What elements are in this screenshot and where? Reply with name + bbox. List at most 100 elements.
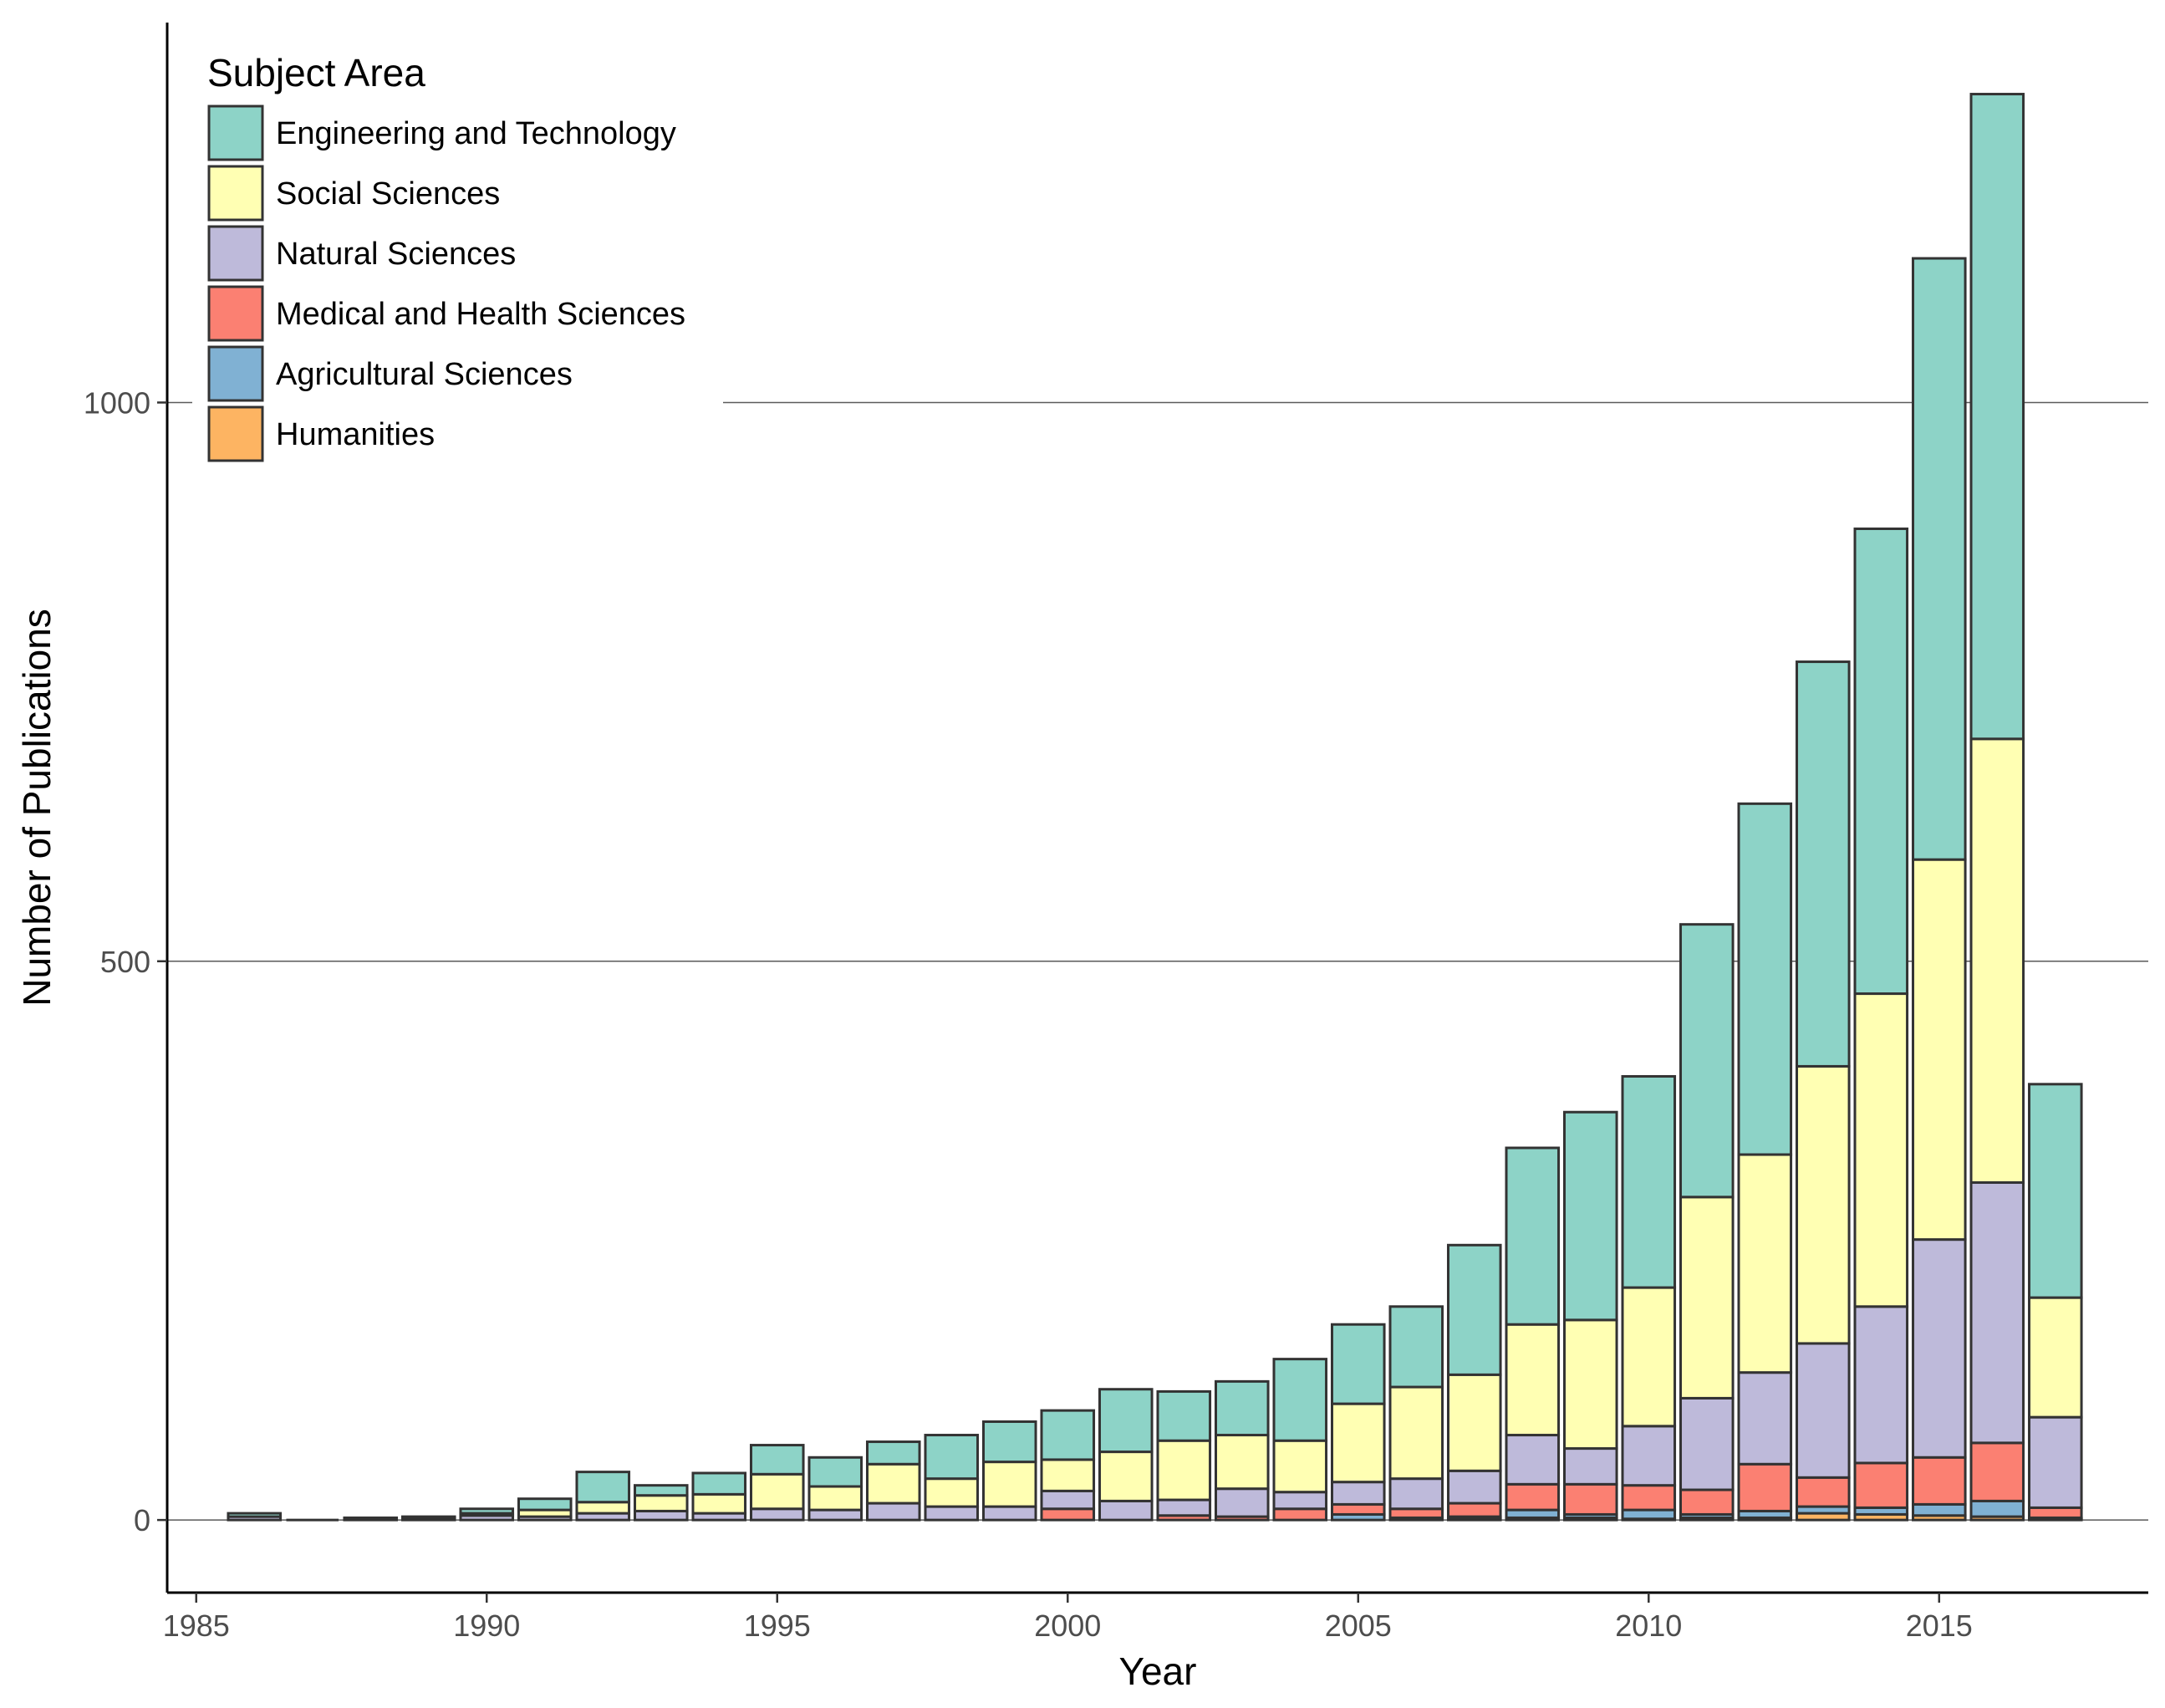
bar-2012-medical-and-health-sciences: [1737, 1462, 1793, 1512]
bar-2008-social-sciences: [1505, 1323, 1561, 1437]
bar-2001-natural-sciences: [1098, 1499, 1154, 1522]
y-tick-label-1000: 1000: [84, 385, 150, 420]
bar-2009-engineering-and-technology: [1563, 1110, 1618, 1322]
bar-2000-natural-sciences: [1040, 1489, 1096, 1511]
y-tick-label-0: 0: [134, 1503, 150, 1537]
bar-2004-medical-and-health-sciences: [1272, 1507, 1328, 1522]
bar-2004-natural-sciences: [1272, 1491, 1328, 1511]
bar-1996-social-sciences: [807, 1485, 863, 1512]
legend-label-engineering-and-technology: Engineering and Technology: [276, 116, 676, 151]
bars: [227, 93, 2083, 1522]
bar-2011-medical-and-health-sciences: [1679, 1488, 1735, 1516]
bar-2004-social-sciences: [1272, 1439, 1328, 1494]
x-tick-label-1995: 1995: [744, 1609, 811, 1643]
bar-1997-engineering-and-technology: [865, 1440, 921, 1466]
bar-2010-medical-and-health-sciences: [1621, 1484, 1677, 1512]
bar-1997-natural-sciences: [865, 1502, 921, 1522]
bar-2008-natural-sciences: [1505, 1434, 1561, 1486]
x-tick-label-2000: 2000: [1034, 1609, 1101, 1643]
y-tick-label-500: 500: [100, 945, 150, 979]
bar-2005-medical-and-health-sciences: [1331, 1502, 1386, 1516]
bar-2013-engineering-and-technology: [1796, 660, 1851, 1068]
bar-2016-medical-and-health-sciences: [1969, 1441, 2025, 1502]
bar-2015-engineering-and-technology: [1912, 257, 1967, 861]
legend-key-humanities: [207, 405, 264, 462]
bar-1994-social-sciences: [691, 1492, 747, 1515]
bar-1991-engineering-and-technology: [517, 1497, 573, 1512]
bar-2014-natural-sciences: [1853, 1305, 1909, 1465]
x-tick-label-2010: 2010: [1615, 1609, 1682, 1643]
x-tick-label-1990: 1990: [453, 1609, 520, 1643]
bar-2010-agricultural-sciences: [1621, 1508, 1677, 1521]
bar-2017-engineering-and-technology: [2028, 1083, 2083, 1299]
bar-2016-engineering-and-technology: [1969, 93, 2025, 741]
bar-2002-engineering-and-technology: [1156, 1389, 1212, 1442]
x-tick-label-1985: 1985: [163, 1609, 230, 1643]
bar-2006-natural-sciences: [1388, 1477, 1444, 1511]
bar-2003-natural-sciences: [1215, 1487, 1270, 1518]
bar-2009-medical-and-health-sciences: [1563, 1482, 1618, 1516]
bar-2005-social-sciences: [1331, 1402, 1386, 1484]
bar-2010-social-sciences: [1621, 1286, 1677, 1428]
x-tick-label-2015: 2015: [1906, 1609, 1973, 1643]
bar-2009-social-sciences: [1563, 1318, 1618, 1451]
bar-2013-medical-and-health-sciences: [1796, 1476, 1851, 1508]
bar-2006-social-sciences: [1388, 1385, 1444, 1481]
bar-1995-engineering-and-technology: [749, 1444, 805, 1476]
legend-background: [192, 33, 723, 468]
bar-2017-medical-and-health-sciences: [2028, 1506, 2083, 1519]
bar-2014-engineering-and-technology: [1853, 528, 1909, 996]
legend-key-engineering-and-technology: [207, 105, 264, 161]
legend-key-agricultural-sciences: [207, 345, 264, 402]
bar-2012-natural-sciences: [1737, 1371, 1793, 1466]
bar-2016-natural-sciences: [1969, 1180, 2025, 1445]
bar-2002-natural-sciences: [1156, 1498, 1212, 1517]
legend-key-medical-and-health-sciences: [207, 285, 264, 342]
bar-2010-natural-sciences: [1621, 1425, 1677, 1487]
y-axis-ticks: 0 500 1000: [84, 385, 167, 1537]
bar-2016-agricultural-sciences: [1969, 1499, 2025, 1518]
bar-1993-engineering-and-technology: [633, 1484, 689, 1497]
bar-1996-natural-sciences: [807, 1508, 863, 1522]
bar-2017-natural-sciences: [2028, 1415, 2083, 1509]
bar-1997-social-sciences: [865, 1462, 921, 1505]
legend-title: Subject Area: [207, 51, 425, 94]
bar-2008-engineering-and-technology: [1505, 1146, 1561, 1326]
bar-2000-medical-and-health-sciences: [1040, 1507, 1096, 1522]
bar-2009-natural-sciences: [1563, 1447, 1618, 1486]
bar-1986-engineering-and-technology: [227, 1512, 283, 1518]
bar-2003-social-sciences: [1215, 1434, 1270, 1491]
bar-2013-natural-sciences: [1796, 1342, 1851, 1479]
bar-2001-engineering-and-technology: [1098, 1388, 1154, 1454]
bar-1993-natural-sciences: [633, 1509, 689, 1522]
x-tick-label-2005: 2005: [1325, 1609, 1392, 1643]
bar-1995-natural-sciences: [749, 1507, 805, 1522]
bar-2007-engineering-and-technology: [1447, 1243, 1502, 1376]
bar-2007-natural-sciences: [1447, 1469, 1502, 1505]
bar-1993-social-sciences: [633, 1494, 689, 1512]
y-axis-title: Number of Publications: [15, 609, 59, 1007]
bar-2017-social-sciences: [2028, 1296, 2083, 1419]
bar-2002-social-sciences: [1156, 1439, 1212, 1502]
legend-label-medical-and-health-sciences: Medical and Health Sciences: [276, 297, 685, 332]
bar-1992-social-sciences: [575, 1501, 631, 1515]
bar-1998-natural-sciences: [924, 1505, 980, 1522]
bar-2006-engineering-and-technology: [1388, 1305, 1444, 1389]
bar-1999-natural-sciences: [981, 1505, 1037, 1522]
bar-2011-social-sciences: [1679, 1196, 1735, 1400]
bar-2001-social-sciences: [1098, 1451, 1154, 1502]
bar-1992-engineering-and-technology: [575, 1471, 631, 1504]
bar-1998-engineering-and-technology: [924, 1434, 980, 1481]
bar-1998-social-sciences: [924, 1477, 980, 1508]
bar-2005-natural-sciences: [1331, 1481, 1386, 1506]
bar-2015-social-sciences: [1912, 858, 1967, 1241]
bar-1999-engineering-and-technology: [981, 1420, 1037, 1464]
bar-1995-social-sciences: [749, 1472, 805, 1511]
legend-label-natural-sciences: Natural Sciences: [276, 237, 516, 272]
bar-1988-engineering-and-technology: [343, 1516, 399, 1521]
bar-2015-medical-and-health-sciences: [1912, 1456, 1967, 1506]
x-axis-ticks: 1985 1990 1995 2000 2005 2010 2015: [163, 1593, 1973, 1643]
legend-label-social-sciences: Social Sciences: [276, 176, 500, 212]
legend-items: Engineering and Technology Social Science…: [207, 105, 685, 462]
